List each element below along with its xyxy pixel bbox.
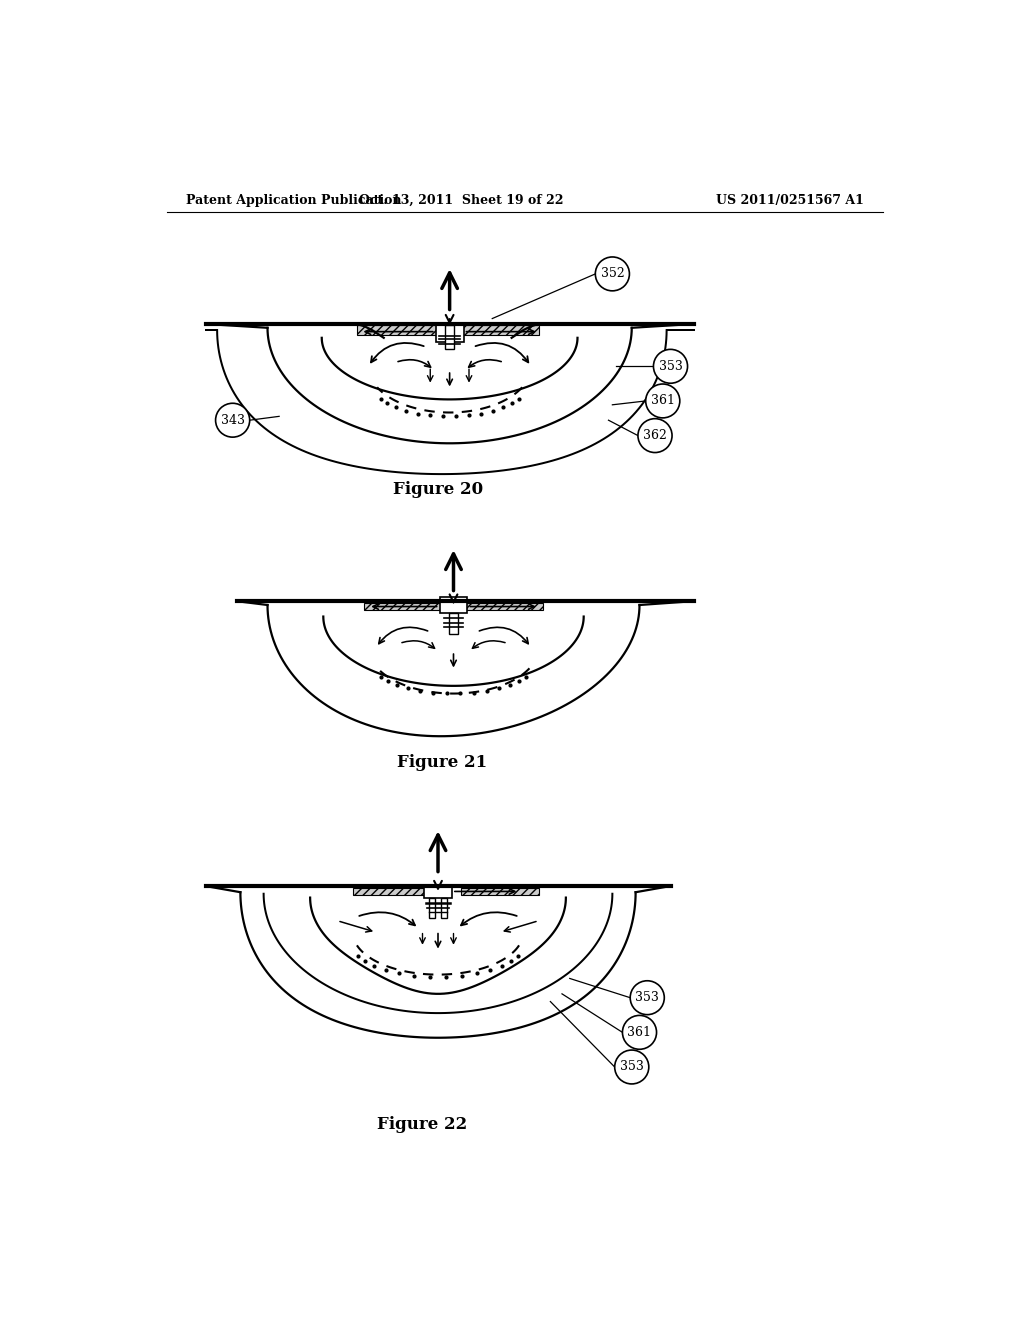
Bar xyxy=(352,887,430,895)
Text: US 2011/0251567 A1: US 2011/0251567 A1 xyxy=(717,194,864,207)
Text: 352: 352 xyxy=(600,268,625,280)
Text: Figure 21: Figure 21 xyxy=(397,754,487,771)
Bar xyxy=(461,887,539,895)
Bar xyxy=(439,597,467,612)
Bar xyxy=(465,603,543,610)
Text: Figure 20: Figure 20 xyxy=(393,480,483,498)
Circle shape xyxy=(216,404,250,437)
Text: 362: 362 xyxy=(643,429,667,442)
Text: Oct. 13, 2011  Sheet 19 of 22: Oct. 13, 2011 Sheet 19 of 22 xyxy=(359,194,563,207)
Circle shape xyxy=(614,1051,649,1084)
Circle shape xyxy=(630,981,665,1015)
Bar xyxy=(365,603,442,610)
Bar xyxy=(424,884,452,899)
Text: 361: 361 xyxy=(650,395,675,408)
Bar xyxy=(449,612,458,635)
Bar xyxy=(356,326,445,335)
Text: Figure 22: Figure 22 xyxy=(378,1117,468,1134)
Bar xyxy=(441,899,447,917)
Circle shape xyxy=(595,257,630,290)
Circle shape xyxy=(638,418,672,453)
Text: 343: 343 xyxy=(220,413,245,426)
Circle shape xyxy=(653,350,687,383)
Text: 353: 353 xyxy=(620,1060,644,1073)
Bar xyxy=(461,326,539,335)
Bar xyxy=(445,326,455,348)
Circle shape xyxy=(623,1015,656,1049)
Text: 353: 353 xyxy=(635,991,659,1005)
Bar xyxy=(429,899,435,917)
Text: 361: 361 xyxy=(628,1026,651,1039)
Circle shape xyxy=(646,384,680,418)
Text: 353: 353 xyxy=(658,360,682,372)
Bar xyxy=(435,326,464,342)
Text: Patent Application Publication: Patent Application Publication xyxy=(186,194,401,207)
